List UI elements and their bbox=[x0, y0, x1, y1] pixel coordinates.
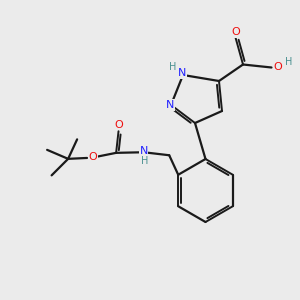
Text: N: N bbox=[178, 68, 187, 79]
Text: N: N bbox=[140, 146, 148, 156]
Text: O: O bbox=[115, 120, 124, 130]
Text: H: H bbox=[285, 57, 292, 67]
Text: O: O bbox=[231, 27, 240, 37]
Text: O: O bbox=[274, 62, 283, 72]
Text: O: O bbox=[88, 152, 97, 162]
Text: H: H bbox=[169, 62, 176, 73]
Text: H: H bbox=[141, 156, 148, 166]
Text: N: N bbox=[166, 100, 175, 110]
